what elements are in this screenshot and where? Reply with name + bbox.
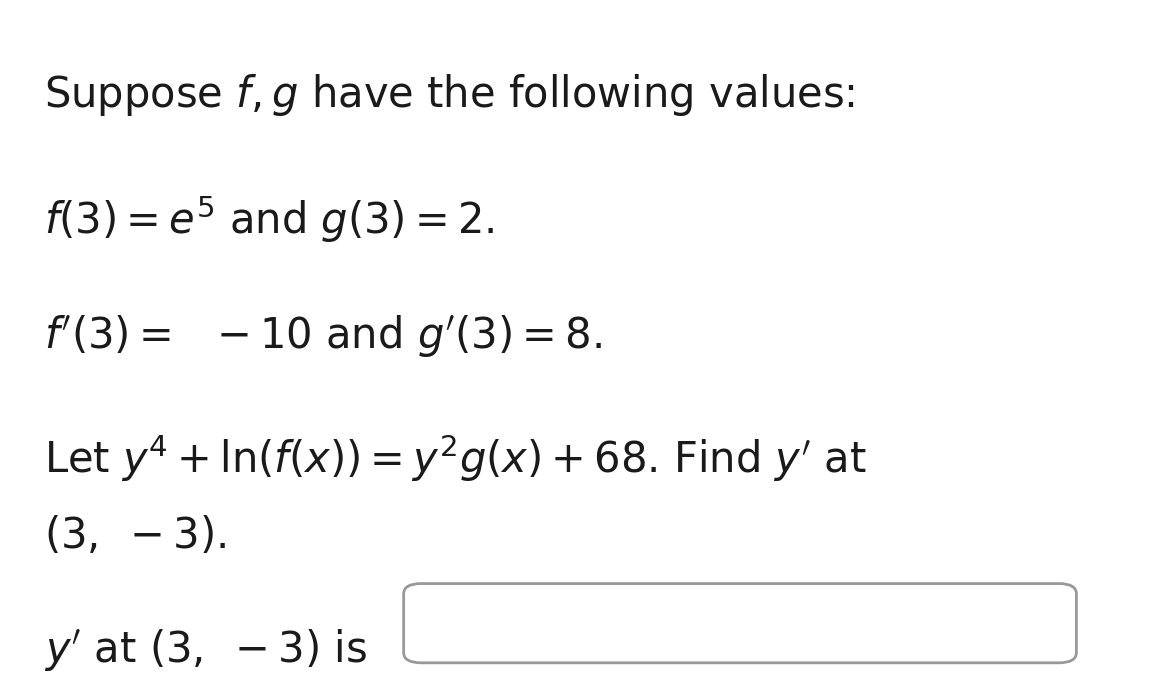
FancyBboxPatch shape	[404, 584, 1076, 663]
Text: $f(3) = e^5$ and $g(3) = 2.$: $f(3) = e^5$ and $g(3) = 2.$	[44, 194, 495, 245]
Text: $f'(3) =\ \ -10$ and $g'(3) = 8.$: $f'(3) =\ \ -10$ and $g'(3) = 8.$	[44, 313, 603, 360]
Text: $y'$ at $(3,\ -3)$ is: $y'$ at $(3,\ -3)$ is	[44, 627, 367, 673]
Text: $(3,\ -3).$: $(3,\ -3).$	[44, 515, 227, 557]
Text: Let $y^4 + \ln(f(x)) = y^2g(x) + 68$. Find $y'$ at: Let $y^4 + \ln(f(x)) = y^2g(x) + 68$. Fi…	[44, 433, 867, 484]
Text: Suppose $f, g$ have the following values:: Suppose $f, g$ have the following values…	[44, 72, 855, 119]
